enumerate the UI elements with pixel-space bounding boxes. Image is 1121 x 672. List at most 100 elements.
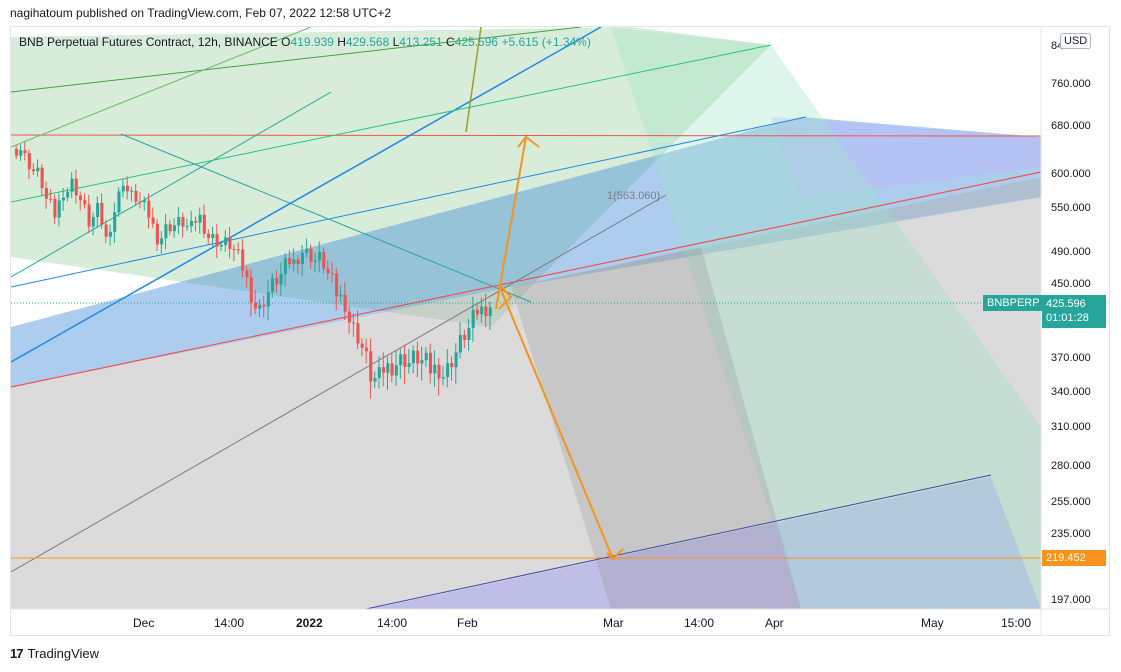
candle-body bbox=[49, 198, 53, 200]
candle-body bbox=[326, 268, 330, 274]
candles-layer bbox=[15, 141, 492, 399]
candle-body bbox=[130, 190, 134, 192]
candle-body bbox=[40, 167, 44, 189]
candle-body bbox=[450, 363, 454, 368]
blue-fan-line-2 bbox=[11, 116, 807, 288]
candle-body bbox=[164, 224, 168, 239]
candle-body bbox=[300, 252, 305, 265]
candle-body bbox=[360, 343, 364, 348]
price-axis[interactable]: 840.000760.000680.000600.000550.000490.0… bbox=[1051, 40, 1091, 606]
median-diagonal-line bbox=[120, 133, 532, 303]
candle-body bbox=[403, 354, 407, 367]
candle-body bbox=[79, 195, 83, 201]
upper-trendline bbox=[11, 171, 1041, 388]
candle-body bbox=[172, 225, 176, 232]
candle-body bbox=[407, 363, 411, 367]
currency-selector[interactable]: USD bbox=[1060, 33, 1092, 49]
candle-body bbox=[428, 352, 433, 374]
candle-body bbox=[168, 224, 172, 232]
candle-body bbox=[377, 367, 381, 379]
candle-body bbox=[288, 258, 292, 265]
teal-fan-line-2 bbox=[11, 44, 772, 203]
legend-h-label: H bbox=[337, 35, 346, 49]
candle-body bbox=[463, 334, 467, 340]
candle-body bbox=[254, 302, 258, 309]
candle-body bbox=[339, 294, 343, 297]
candle-body bbox=[189, 220, 194, 227]
candle-body bbox=[386, 363, 390, 373]
grey-fan-fill bbox=[11, 177, 1041, 609]
candle-body bbox=[113, 212, 117, 232]
candle-body bbox=[236, 249, 240, 251]
candle-countdown: 01:01:28 bbox=[1046, 312, 1089, 324]
candle-body bbox=[15, 149, 19, 156]
candle-body bbox=[143, 200, 147, 203]
price-tick-label: 235.000 bbox=[1051, 528, 1091, 540]
legend-low: 413.251 bbox=[399, 35, 443, 49]
candle-body bbox=[292, 259, 296, 265]
time-tick-label: 14:00 bbox=[684, 616, 714, 630]
candle-body bbox=[70, 178, 74, 192]
projection-down-arrow bbox=[498, 284, 614, 560]
candle-body bbox=[185, 226, 189, 228]
teal-fan-line-1 bbox=[11, 91, 332, 278]
legend-close: 425.596 bbox=[454, 35, 499, 49]
chart-panel[interactable]: 1(563.060) 840.000760.000680.000600.0005… bbox=[10, 26, 1110, 636]
candle-body bbox=[262, 304, 266, 307]
candle-body bbox=[480, 306, 484, 315]
legend-change: +5.615 (+1.34%) bbox=[501, 35, 591, 49]
candle-body bbox=[369, 351, 373, 382]
candle-body bbox=[283, 258, 287, 274]
candle-body bbox=[125, 185, 130, 192]
candle-body bbox=[74, 178, 78, 196]
candle-body bbox=[266, 292, 270, 307]
candle-body bbox=[232, 248, 236, 250]
chart-canvas[interactable]: 1(563.060) 840.000760.000680.000600.0005… bbox=[11, 27, 1109, 635]
time-tick-label: Feb bbox=[457, 616, 478, 630]
time-tick-label: 15:00 bbox=[1001, 616, 1031, 630]
price-tick-label: 450.000 bbox=[1051, 278, 1091, 290]
tradingview-brand-label: TradingView bbox=[27, 646, 100, 661]
blue-fan-line-1 bbox=[11, 27, 602, 363]
candle-body bbox=[198, 214, 202, 223]
candle-body bbox=[258, 304, 262, 309]
candle-body bbox=[224, 237, 228, 246]
candle-body bbox=[271, 277, 275, 293]
candle-body bbox=[160, 238, 164, 245]
price-tick-label: 370.000 bbox=[1051, 352, 1091, 364]
candle-body bbox=[194, 220, 198, 223]
candle-body bbox=[87, 204, 91, 227]
candle-body bbox=[61, 197, 66, 201]
tradingview-logo-icon: 17 bbox=[10, 646, 24, 661]
time-tick-label: Mar bbox=[603, 616, 624, 630]
candle-body bbox=[382, 367, 386, 373]
candle-body bbox=[318, 251, 322, 261]
price-tick-label: 280.000 bbox=[1051, 460, 1091, 472]
projection-down-arrowhead bbox=[606, 548, 624, 561]
candle-body bbox=[36, 167, 40, 172]
time-axis[interactable]: Dec 14:00 2022 14:00 Feb Mar 14:00 Apr May 15:00 bbox=[133, 616, 1031, 630]
candle-body bbox=[373, 378, 377, 382]
time-tick-label: 2022 bbox=[296, 616, 323, 630]
projection-up-arrow bbox=[495, 136, 527, 310]
price-tick-label: 197.000 bbox=[1051, 594, 1091, 606]
footer-brand[interactable]: 17 TradingView bbox=[10, 646, 99, 661]
candle-body bbox=[356, 323, 360, 344]
price-tick-label: 600.000 bbox=[1051, 168, 1091, 180]
candle-body bbox=[134, 190, 138, 202]
candle-body bbox=[249, 277, 253, 303]
candle-body bbox=[138, 201, 142, 203]
pitchfan-green-fill bbox=[11, 27, 771, 327]
candle-body bbox=[91, 216, 95, 227]
candle-body bbox=[121, 185, 125, 192]
green-fan-line-1 bbox=[11, 27, 582, 93]
candle-body bbox=[335, 273, 339, 297]
price-tick-label: 680.000 bbox=[1051, 120, 1091, 132]
time-tick-label: Apr bbox=[765, 616, 784, 630]
last-price-tag: 425.596 01:01:28 bbox=[1042, 295, 1106, 328]
candle-body bbox=[151, 217, 155, 224]
candle-body bbox=[420, 360, 424, 364]
last-price-value: 425.596 bbox=[1046, 298, 1086, 310]
candle-body bbox=[181, 217, 185, 227]
time-tick-label: Dec bbox=[133, 616, 154, 630]
